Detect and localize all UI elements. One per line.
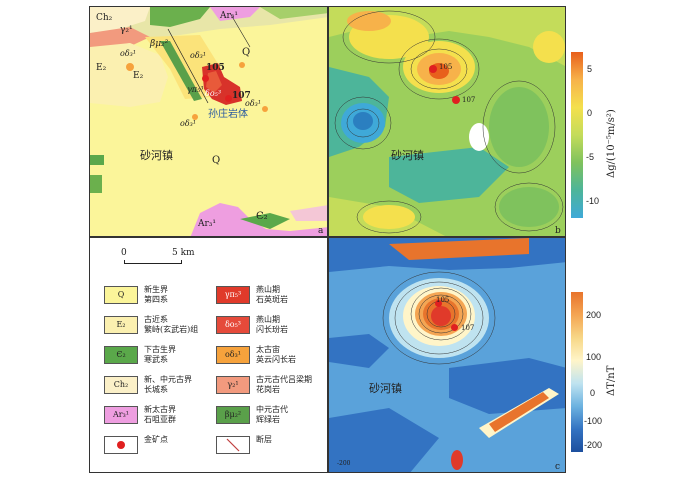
legend-text: 中元古代 辉绿岩 [256,405,288,424]
legend-text: 新太古界 石咀亚群 [144,405,176,424]
legend-text: 燕山期 石英斑岩 [256,285,288,304]
panel-c-tag: c [555,462,561,472]
label-q-top: Q [242,47,251,58]
legend-swatch: γ₂¹ [216,376,250,394]
label-od31-d: οδ₃¹ [180,119,197,128]
label-ar3-top: Ar₃¹ [220,11,239,21]
legend-text: 下古生界 寒武系 [144,345,176,364]
label-gamma21: γ₂¹ [120,25,133,35]
legend-text: 古元古代吕梁期 花岗岩 [256,375,312,394]
legend-symbol: οδ₃¹ [224,350,242,359]
legend-swatch: βμ₂² [216,406,250,424]
gravity-colorbar [571,52,583,218]
gravity-tick-minus5: -5 [586,152,595,162]
legend-symbol: γπ₅³ [224,290,242,299]
magnetic-tick-minus100: -100 [584,416,603,426]
label-gamma-pi53: γπ₅³ [187,85,204,94]
gold-point-icon [117,441,125,449]
legend-symbol: βμ₂² [224,410,242,419]
legend-text: 断层 [256,435,272,444]
label-ar3-bottom: Ar₃¹ [198,219,217,229]
label-contour-minus200: -200 [337,460,351,467]
gold-point-107 [225,95,232,102]
magnetic-colorbar-title: ΔT/nT [606,365,617,396]
legend-text: 燕山期 闪长玢岩 [256,315,288,334]
gravity-tick-5: 5 [587,64,593,74]
panel-c-magnetic-map: 105 107 砂河镇 -200 c [328,237,566,473]
label-pluton: 孙庄岩体 [208,109,248,120]
label-od31-b: οδ₃¹ [190,51,207,60]
panel-b-tag: b [555,226,561,236]
legend-symbol: Ch₂ [113,380,129,389]
label-site-107: 107 [232,91,251,101]
gold-point-105 [429,65,437,73]
gold-point-105 [435,300,442,307]
gravity-colorbar-title: Δg/(10⁻⁵m/s²) [606,109,617,178]
label-e2-mid: E₂ [133,71,144,81]
label-site-107: 107 [461,324,475,332]
legend-symbol: Є₂ [116,350,126,359]
magnetic-tick-100: 100 [586,352,602,362]
legend-symbol: E₂ [116,320,126,329]
legend-swatch: Ar₃¹ [104,406,138,424]
label-site-105: 105 [439,63,453,71]
legend-swatch: δο₅³ [216,316,250,334]
gravity-colorbar-gradient [571,52,583,218]
panel-b-gravity-map: 105 107 砂河镇 b [328,6,566,237]
label-town: 砂河镇 [369,382,402,395]
gravity-tick-0: 0 [587,108,593,118]
label-ch2: Ch₂ [96,13,113,23]
scale-zero: 0 [121,248,127,258]
legend-swatch: οδ₃¹ [216,346,250,364]
legend-text: 太古宙 英云闪长岩 [256,345,296,364]
legend-text: 古近系 繁峙(玄武岩)组 [144,315,199,334]
legend-text: 金矿点 [144,435,168,444]
label-beta-mu2: βμ₂² [150,39,169,49]
legend-swatch: E₂ [104,316,138,334]
panel-a-geology-map: Ch₂ γ₂¹ Ar₃¹ E₂ E₂ βμ₂² οδ₃¹ οδ₃¹ οδ₃¹ ο… [89,6,328,237]
fault-icon [226,438,240,452]
legend-swatch [216,436,250,454]
magnetic-colorbar-gradient [571,292,583,452]
legend-text: 新、中元古界 长城系 [144,375,192,394]
label-site-105: 105 [436,296,450,304]
label-site-107: 107 [462,96,476,104]
geology-map-svg [90,7,327,236]
gravity-tick-minus10: -10 [586,196,600,206]
label-q-mid: Q [212,155,221,166]
gold-point-107 [452,96,460,104]
label-e2-left: E₂ [96,63,107,73]
label-od31-c: οδ₃¹ [245,99,262,108]
legend-swatch: Q [104,286,138,304]
scale-distance: 5 km [172,248,195,258]
legend-symbol: γ₂¹ [227,380,239,389]
legend-symbol: δο₅³ [224,320,242,329]
label-od31-a: οδ₃¹ [120,49,137,58]
legend-symbol: Ar₃¹ [112,410,129,419]
legend-swatch: Є₂ [104,346,138,364]
magnetic-tick-200: 200 [586,310,602,320]
legend-text: 新生界 第四系 [144,285,168,304]
label-site-105: 105 [206,63,225,73]
panel-a-tag: a [318,226,324,236]
magnetic-colorbar [571,292,583,452]
gold-point-107 [451,324,458,331]
label-c2: Є₂ [256,211,268,222]
label-town: 砂河镇 [140,149,173,162]
label-delta-o53: δο₅³ [205,89,222,98]
legend-symbol: Q [117,290,125,299]
legend-swatch [104,436,138,454]
magnetic-tick-minus200: -200 [584,440,603,450]
legend-swatch: Ch₂ [104,376,138,394]
scale-bar [124,260,182,264]
gold-point-105 [202,75,209,82]
legend-panel: 0 5 km Q 新生界 第四系 γπ₅³ 燕山期 石英斑岩 E₂ 古近系 繁峙(玄武岩)… [89,237,328,473]
gravity-contour-svg [329,7,565,236]
magnetic-tick-0: 0 [590,388,596,398]
legend-swatch: γπ₅³ [216,286,250,304]
label-town: 砂河镇 [391,149,424,162]
magnetic-contour-svg [329,238,565,472]
